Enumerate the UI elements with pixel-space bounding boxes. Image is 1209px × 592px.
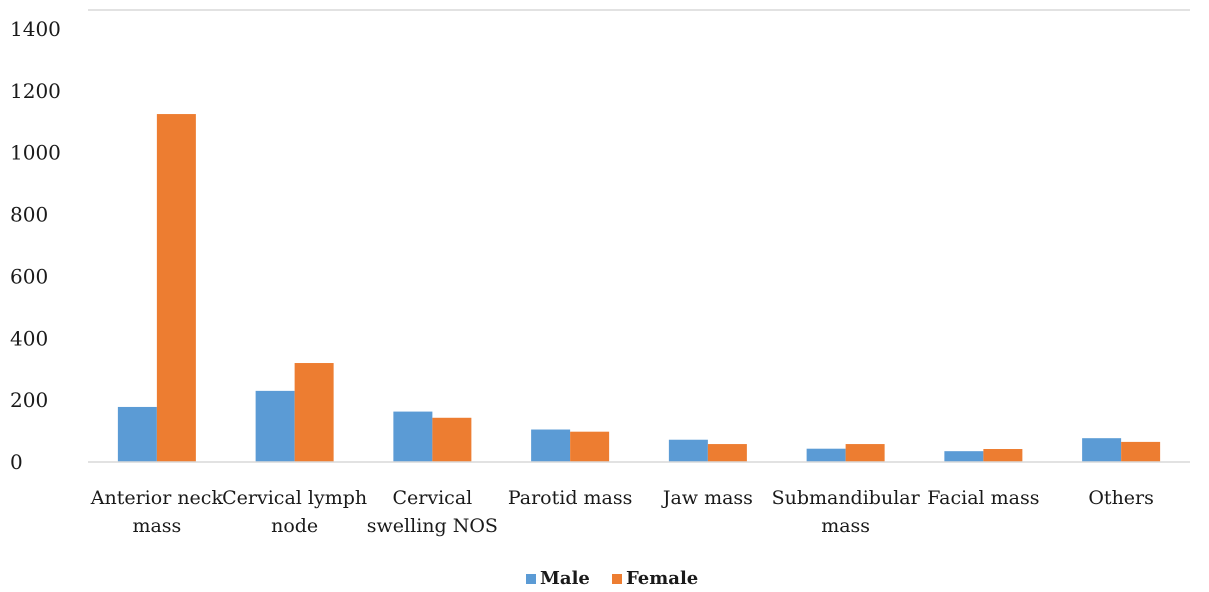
y-tick-label: 800 (10, 203, 48, 227)
bar-male (1082, 438, 1122, 462)
x-tick-label: mass (132, 515, 181, 537)
x-tick-label: Facial mass (927, 487, 1039, 509)
x-tick-label: swelling NOS (367, 515, 498, 537)
bar-female (983, 449, 1023, 462)
x-axis-labels: Anterior neck mass Cervical lymph node Cervi… (90, 487, 1154, 537)
bar-female (707, 444, 747, 462)
x-tick-label: Anterior neck (90, 487, 224, 509)
y-axis-ticks: 0 200 400 600 800 1000 1200 1400 (10, 17, 61, 474)
legend-swatch-male (526, 574, 536, 584)
bar-male (531, 429, 571, 462)
bar-male (117, 406, 157, 462)
legend: Male Female (526, 568, 698, 589)
y-tick-label: 0 (10, 450, 23, 474)
y-tick-label: 200 (10, 388, 48, 412)
x-tick-label: Cervical lymph (222, 487, 367, 509)
bar-female (1121, 441, 1161, 462)
y-tick-label: 400 (10, 326, 48, 350)
bar-female (432, 417, 472, 462)
y-tick-label: 600 (10, 264, 48, 288)
bar-female (156, 114, 196, 462)
bars (117, 114, 1161, 462)
y-tick-label: 1200 (10, 79, 61, 103)
bar-female (570, 431, 610, 462)
bar-male (255, 390, 295, 462)
x-tick-label: Others (1088, 487, 1154, 509)
bar-male (806, 448, 846, 462)
x-tick-label: Cervical (393, 487, 473, 509)
legend-label-male: Male (540, 568, 590, 589)
bar-male (668, 439, 708, 462)
y-tick-label: 1000 (10, 141, 61, 165)
x-tick-label: mass (821, 515, 870, 537)
bar-female (845, 444, 885, 462)
legend-label-female: Female (626, 568, 698, 589)
bar-male (944, 451, 984, 462)
x-tick-label: Jaw mass (661, 487, 753, 509)
bar-female (294, 363, 334, 462)
x-tick-label: Parotid mass (508, 487, 633, 509)
legend-swatch-female (612, 574, 622, 584)
x-tick-label: Submandibular (772, 487, 921, 509)
bar-male (393, 411, 433, 462)
x-tick-label: node (271, 515, 318, 537)
y-tick-label: 1400 (10, 17, 61, 41)
